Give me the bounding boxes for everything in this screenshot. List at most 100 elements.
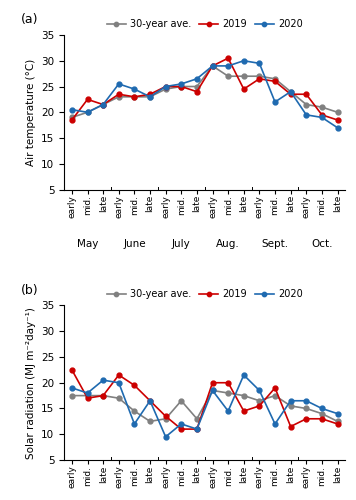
2019 <box>320 416 324 422</box>
Text: June: June <box>123 239 146 249</box>
30-year ave. <box>132 408 136 414</box>
2019 <box>70 367 74 373</box>
30-year ave. <box>101 392 105 398</box>
2020 <box>226 63 230 69</box>
Y-axis label: Solar radiation (MJ m⁻²day⁻¹): Solar radiation (MJ m⁻²day⁻¹) <box>26 307 36 458</box>
2020 <box>304 112 308 118</box>
2019 <box>273 385 277 391</box>
30-year ave. <box>320 104 324 110</box>
2019 <box>148 91 152 97</box>
2019 <box>335 117 340 123</box>
2019 <box>320 112 324 118</box>
2020 <box>163 434 168 440</box>
2020 <box>70 106 74 112</box>
30-year ave. <box>242 73 246 79</box>
30-year ave. <box>117 94 121 100</box>
30-year ave. <box>117 395 121 401</box>
2019 <box>195 426 199 432</box>
2019 <box>117 91 121 97</box>
2019 <box>210 380 215 386</box>
2020 <box>195 426 199 432</box>
30-year ave. <box>179 398 183 404</box>
2019 <box>70 117 74 123</box>
Legend: 30-year ave., 2019, 2020: 30-year ave., 2019, 2020 <box>103 15 307 33</box>
2019 <box>242 408 246 414</box>
2020 <box>179 421 183 427</box>
2019 <box>132 94 136 100</box>
Line: 2019: 2019 <box>69 56 340 122</box>
2020 <box>257 60 262 66</box>
2020 <box>242 58 246 64</box>
30-year ave. <box>179 84 183 89</box>
30-year ave. <box>163 86 168 92</box>
2019 <box>179 84 183 89</box>
Y-axis label: Air temperature (°C): Air temperature (°C) <box>26 58 36 166</box>
2020 <box>273 99 277 105</box>
2019 <box>85 395 90 401</box>
Text: Aug.: Aug. <box>216 239 240 249</box>
30-year ave. <box>163 416 168 422</box>
30-year ave. <box>226 73 230 79</box>
2019 <box>273 78 277 84</box>
30-year ave. <box>335 418 340 424</box>
2020 <box>320 406 324 411</box>
30-year ave. <box>257 73 262 79</box>
2019 <box>226 55 230 61</box>
2020 <box>132 86 136 92</box>
Legend: 30-year ave., 2019, 2020: 30-year ave., 2019, 2020 <box>103 286 307 304</box>
30-year ave. <box>242 392 246 398</box>
Text: (a): (a) <box>21 14 38 26</box>
30-year ave. <box>335 110 340 116</box>
2020 <box>85 390 90 396</box>
2020 <box>335 410 340 416</box>
Text: (b): (b) <box>21 284 38 297</box>
2020 <box>257 388 262 394</box>
2019 <box>163 84 168 89</box>
2020 <box>70 385 74 391</box>
2019 <box>101 102 105 107</box>
2019 <box>257 403 262 409</box>
2020 <box>117 380 121 386</box>
30-year ave. <box>273 76 277 82</box>
30-year ave. <box>257 398 262 404</box>
Text: May: May <box>77 239 98 249</box>
Text: Sept.: Sept. <box>261 239 289 249</box>
2019 <box>304 91 308 97</box>
30-year ave. <box>210 388 215 394</box>
30-year ave. <box>101 102 105 107</box>
Text: July: July <box>172 239 191 249</box>
2020 <box>148 94 152 100</box>
2019 <box>242 86 246 92</box>
2020 <box>179 81 183 87</box>
30-year ave. <box>195 84 199 89</box>
2019 <box>117 372 121 378</box>
2020 <box>195 76 199 82</box>
2019 <box>288 424 293 430</box>
30-year ave. <box>85 110 90 116</box>
2019 <box>210 63 215 69</box>
30-year ave. <box>304 102 308 107</box>
30-year ave. <box>273 392 277 398</box>
2020 <box>132 421 136 427</box>
2020 <box>148 398 152 404</box>
2019 <box>179 426 183 432</box>
2020 <box>226 408 230 414</box>
30-year ave. <box>195 416 199 422</box>
2020 <box>288 88 293 94</box>
30-year ave. <box>210 63 215 69</box>
2020 <box>288 398 293 404</box>
2019 <box>304 416 308 422</box>
2020 <box>210 388 215 394</box>
30-year ave. <box>148 418 152 424</box>
Line: 30-year ave.: 30-year ave. <box>69 388 340 424</box>
2019 <box>195 88 199 94</box>
2020 <box>273 421 277 427</box>
30-year ave. <box>148 94 152 100</box>
2019 <box>85 96 90 102</box>
2019 <box>148 398 152 404</box>
Line: 2019: 2019 <box>69 368 340 432</box>
Line: 2020: 2020 <box>69 372 340 439</box>
2020 <box>117 81 121 87</box>
30-year ave. <box>320 410 324 416</box>
2019 <box>288 91 293 97</box>
